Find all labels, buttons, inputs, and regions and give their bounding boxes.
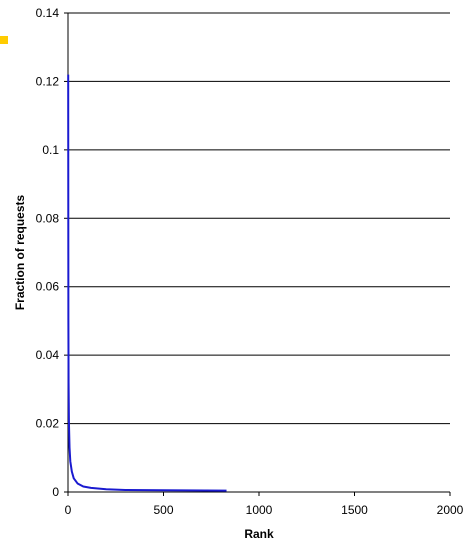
y-tick-label-7: 0.14	[36, 6, 60, 20]
y-axis-title: Fraction of requests	[13, 195, 27, 311]
x-tick-label-3: 1500	[341, 503, 368, 517]
tick-labels: 0 0.02 0.04 0.06 0.08 0.1 0.12 0.14 0 500 1000 1500…	[36, 6, 464, 517]
series	[68, 75, 226, 491]
x-tick-label-2: 1000	[246, 503, 273, 517]
x-tick-label-0: 0	[65, 503, 72, 517]
x-tick-label-1: 500	[153, 503, 173, 517]
y-tick-label-1: 0.02	[36, 417, 60, 431]
y-tick-label-3: 0.06	[36, 280, 60, 294]
yellow-legend-marker	[0, 36, 8, 44]
series-line-0	[68, 75, 226, 491]
y-tick-label-6: 0.12	[36, 74, 60, 88]
y-tick-label-5: 0.1	[42, 143, 59, 157]
gridlines	[68, 13, 450, 424]
x-tick-label-4: 2000	[437, 503, 464, 517]
y-tick-label-2: 0.04	[36, 348, 60, 362]
y-tick-label-0: 0	[52, 485, 59, 499]
y-tick-label-4: 0.08	[36, 211, 60, 225]
x-axis-title: Rank	[244, 527, 274, 541]
